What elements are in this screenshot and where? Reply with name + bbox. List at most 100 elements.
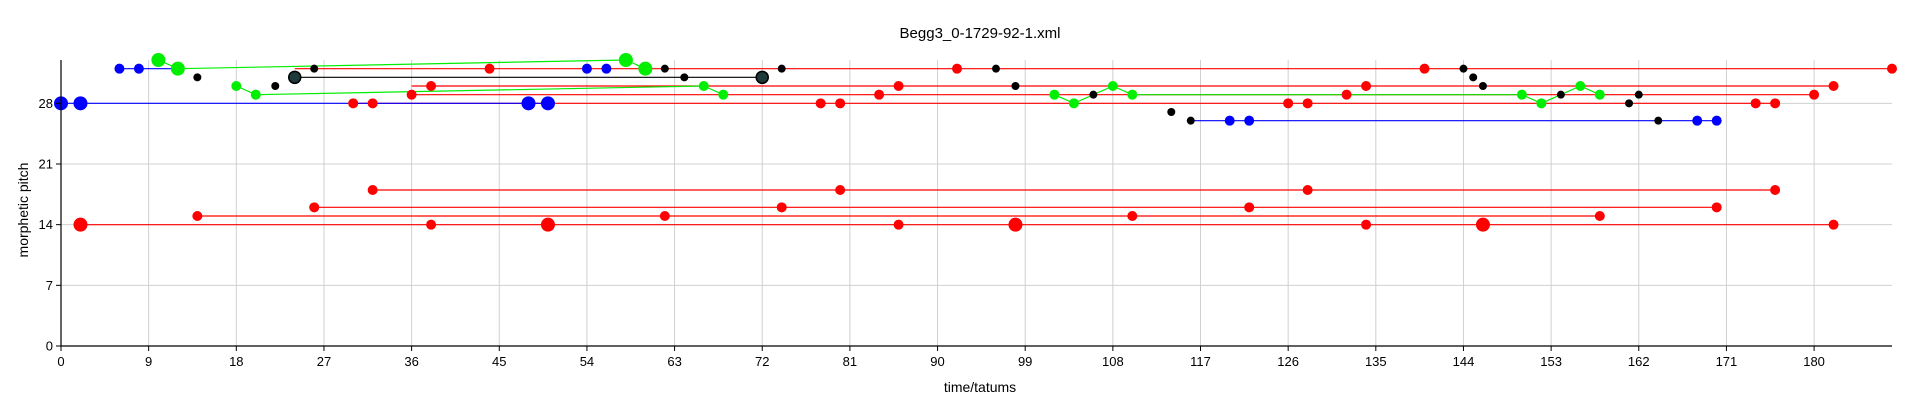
y-axis-title: morphetic pitch bbox=[15, 163, 31, 258]
data-point bbox=[1750, 98, 1761, 109]
chart-marks bbox=[54, 53, 1897, 232]
data-point bbox=[367, 185, 378, 195]
x-tick-label: 72 bbox=[755, 354, 769, 369]
data-point bbox=[1302, 98, 1313, 109]
x-tick-label: 45 bbox=[492, 354, 506, 369]
data-point bbox=[874, 89, 885, 100]
data-point bbox=[1089, 90, 1098, 99]
data-point bbox=[1478, 82, 1487, 90]
data-point bbox=[426, 219, 437, 230]
data-point bbox=[1469, 73, 1478, 82]
data-point bbox=[1127, 89, 1138, 100]
data-point bbox=[1575, 81, 1586, 91]
x-tick-label: 9 bbox=[145, 354, 152, 369]
data-point bbox=[835, 185, 846, 195]
x-tick-label: 144 bbox=[1453, 354, 1475, 369]
data-point bbox=[348, 98, 359, 109]
y-tick-label: 7 bbox=[46, 278, 53, 293]
data-point bbox=[1770, 185, 1781, 195]
data-point bbox=[271, 82, 280, 90]
x-tick-label: 108 bbox=[1102, 354, 1124, 369]
data-point bbox=[698, 81, 709, 91]
data-point bbox=[1127, 211, 1138, 221]
data-point bbox=[151, 53, 166, 67]
data-point bbox=[287, 70, 302, 85]
series-points bbox=[73, 63, 1897, 232]
data-point bbox=[1302, 185, 1313, 195]
y-tick-label: 14 bbox=[39, 217, 53, 232]
data-point bbox=[893, 219, 904, 230]
x-tick-label: 54 bbox=[580, 354, 594, 369]
x-tick-label: 126 bbox=[1277, 354, 1299, 369]
data-point bbox=[1536, 98, 1547, 109]
data-point bbox=[1634, 90, 1643, 99]
data-point bbox=[1011, 82, 1020, 90]
data-point bbox=[1107, 81, 1118, 91]
data-point bbox=[1419, 63, 1430, 74]
x-tick-label: 180 bbox=[1803, 354, 1825, 369]
data-point bbox=[521, 96, 536, 111]
data-point bbox=[777, 64, 786, 73]
data-point bbox=[776, 202, 787, 213]
x-tick-label: 153 bbox=[1540, 354, 1562, 369]
data-point bbox=[484, 63, 495, 74]
series-group bbox=[61, 68, 1717, 122]
data-point bbox=[1887, 63, 1897, 74]
data-point bbox=[1556, 90, 1565, 99]
x-tick-label: 90 bbox=[930, 354, 944, 369]
x-tick-label: 18 bbox=[229, 354, 243, 369]
series-line bbox=[177, 59, 626, 70]
y-tick-label: 28 bbox=[39, 96, 53, 111]
data-point bbox=[680, 73, 689, 82]
data-point bbox=[638, 61, 653, 76]
y-tick-label: 21 bbox=[39, 157, 53, 172]
x-tick-label: 171 bbox=[1716, 354, 1738, 369]
data-point bbox=[1828, 219, 1839, 230]
x-tick-label: 27 bbox=[317, 354, 331, 369]
data-point bbox=[1711, 202, 1722, 213]
data-point bbox=[835, 98, 846, 109]
data-point bbox=[1244, 115, 1255, 126]
data-point bbox=[1692, 115, 1703, 126]
data-point bbox=[133, 63, 144, 74]
x-tick-label: 63 bbox=[667, 354, 681, 369]
data-point bbox=[1341, 89, 1352, 100]
data-point bbox=[991, 64, 1000, 73]
x-tick-label: 135 bbox=[1365, 354, 1387, 369]
data-point bbox=[1828, 81, 1839, 91]
chart-title: Begg3_0-1729-92-1.xml bbox=[900, 25, 1061, 42]
data-point bbox=[1516, 89, 1527, 100]
data-point bbox=[1167, 108, 1176, 116]
x-axis-title: time/tatums bbox=[944, 379, 1016, 395]
x-tick-label: 0 bbox=[57, 354, 64, 369]
axes: 0 9 18 27 36 45 54 63 72 81 90 99 108 117 126 135 144 153… bbox=[39, 60, 1892, 369]
data-point bbox=[1049, 89, 1060, 100]
data-point bbox=[367, 98, 378, 109]
data-point bbox=[1594, 89, 1605, 100]
data-point bbox=[601, 63, 612, 74]
data-point bbox=[755, 70, 769, 85]
x-tick-label: 162 bbox=[1628, 354, 1650, 369]
data-point bbox=[193, 73, 202, 82]
data-point bbox=[660, 64, 669, 73]
series-points bbox=[54, 63, 1722, 126]
data-point bbox=[1625, 99, 1634, 108]
data-point bbox=[1244, 202, 1255, 213]
y-tick-label: 0 bbox=[46, 339, 53, 354]
x-tick-label: 81 bbox=[843, 354, 857, 369]
data-point bbox=[952, 63, 963, 74]
data-point bbox=[1224, 115, 1235, 126]
data-point bbox=[310, 64, 319, 73]
series-points bbox=[193, 64, 1663, 125]
data-point bbox=[1361, 219, 1372, 230]
data-point bbox=[231, 81, 242, 91]
data-point bbox=[815, 98, 826, 109]
x-tick-label: 117 bbox=[1190, 354, 1211, 369]
x-tick-label: 36 bbox=[404, 354, 418, 369]
x-tick-label: 99 bbox=[1018, 354, 1032, 369]
data-point bbox=[618, 53, 633, 67]
data-point bbox=[1283, 98, 1294, 109]
data-point bbox=[73, 217, 88, 232]
